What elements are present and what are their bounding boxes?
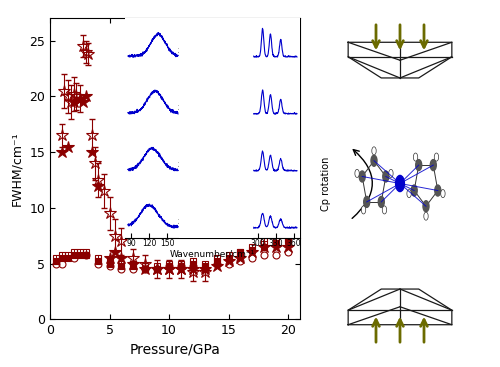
- Circle shape: [435, 185, 441, 196]
- Circle shape: [382, 206, 386, 214]
- Circle shape: [388, 169, 393, 177]
- Circle shape: [362, 206, 366, 214]
- Y-axis label: FWHM/cm⁻¹: FWHM/cm⁻¹: [10, 131, 24, 206]
- Circle shape: [378, 196, 384, 207]
- Circle shape: [440, 190, 445, 198]
- Text: Cp rotation: Cp rotation: [321, 156, 331, 211]
- Circle shape: [434, 153, 438, 161]
- Circle shape: [396, 175, 404, 192]
- Circle shape: [424, 212, 428, 220]
- Circle shape: [423, 201, 429, 212]
- Circle shape: [411, 185, 417, 196]
- Circle shape: [371, 155, 377, 166]
- Circle shape: [416, 160, 422, 171]
- Circle shape: [359, 171, 365, 182]
- Circle shape: [372, 147, 376, 155]
- Circle shape: [414, 153, 418, 161]
- Circle shape: [407, 190, 412, 198]
- X-axis label: Pressure/GPa: Pressure/GPa: [130, 343, 220, 357]
- Circle shape: [383, 171, 389, 182]
- Circle shape: [355, 169, 360, 177]
- Circle shape: [364, 196, 370, 207]
- Circle shape: [430, 160, 436, 171]
